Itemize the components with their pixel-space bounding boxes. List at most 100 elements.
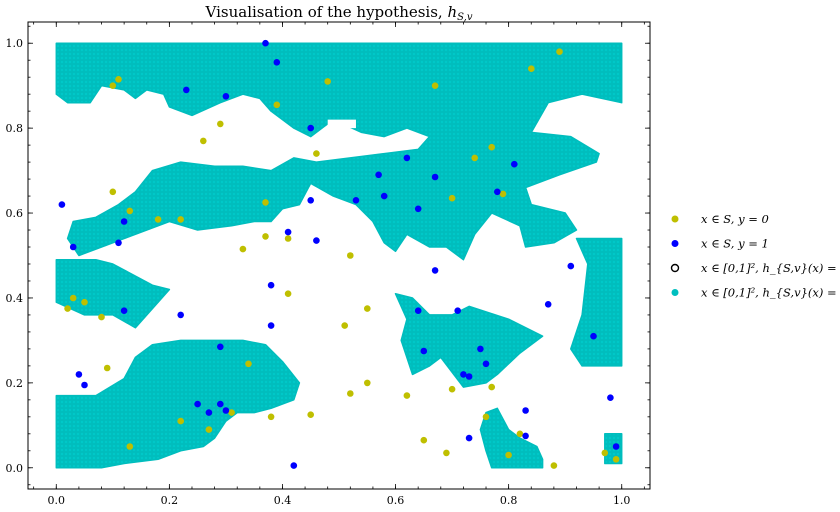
class1-point [607,394,614,402]
region-gap [327,119,356,129]
class0-point [126,207,134,215]
class0-point [488,383,496,391]
class0-point [347,252,354,259]
class0-point [109,188,117,196]
class1-point [511,160,518,168]
class1-point [431,173,439,181]
class1-point [267,322,275,329]
class1-point [75,371,83,378]
x-tick-label: 0.0 [48,494,66,507]
class0-point [505,451,512,459]
class0-point [177,417,184,425]
class0-point [403,392,411,399]
class1-point [120,307,128,315]
class0-point [420,436,428,444]
class0-point [471,154,479,162]
class1-point [482,360,490,368]
class0-point [443,449,450,457]
y-tick-label: 1.0 [6,37,24,50]
class1-point [494,188,501,196]
class0-point [64,305,71,312]
class1-point [290,462,298,469]
class0-point [499,190,507,198]
class1-point [307,197,315,204]
class1-point [194,400,201,408]
class0-point [69,294,77,302]
legend-label: x ∈ [0,1]², h_{S,v}(x) = 0 [701,261,840,275]
class1-point [177,311,184,319]
class0-point [516,430,524,438]
class1-point [217,400,224,408]
legend-label: x ∈ [0,1]², h_{S,v}(x) = 1 [701,286,840,300]
x-tick-label: 1.0 [613,494,631,507]
class1-point [522,407,529,414]
class0-point [267,413,275,421]
class1-point [414,205,422,213]
class0-point [284,290,292,298]
region-patch-1 [55,42,623,261]
class0-point [205,426,213,433]
class0-point [341,322,349,329]
class1-point [183,86,190,94]
class1-point [375,171,382,179]
legend-marker [670,263,680,273]
class1-point [307,124,315,132]
class1-point [460,371,467,378]
class0-point [228,409,235,416]
region-patch-4 [570,237,623,367]
class0-point [217,120,224,128]
legend-label: x ∈ S, y = 0 [701,212,769,226]
region-patch-3 [394,292,544,388]
class0-point [239,245,247,253]
class1-point [420,347,428,355]
class1-point [612,443,620,450]
class0-point [364,305,371,312]
class0-point [109,82,117,89]
class0-point [154,216,162,223]
class1-point [222,93,230,100]
class0-point [550,462,558,469]
class0-point [103,364,111,372]
data-points [58,39,620,469]
class1-point [205,409,213,416]
class1-point [267,281,275,289]
class0-point [448,385,456,393]
class1-point [544,301,552,308]
region-patch-2 [55,258,171,329]
class0-point [115,76,122,83]
class0-point [98,313,105,321]
class1-point [522,432,529,440]
class0-point [177,216,184,223]
x-tick-label: 0.4 [274,494,292,507]
class1-point [352,197,360,204]
class0-point [245,360,252,368]
class1-point [273,59,281,66]
x-tick-labels: 0.0 0.2 0.4 0.6 0.8 1.0 [48,494,631,507]
class0-point [284,235,292,242]
class1-point [590,332,597,340]
class1-point [414,307,422,315]
class1-point [567,262,575,270]
class1-point [431,267,439,274]
class1-point [284,228,292,236]
class0-point [347,390,354,397]
class1-point [465,373,473,380]
class1-point [380,192,388,200]
class1-point [115,239,122,247]
class1-point [313,237,320,244]
legend-label: x ∈ S, y = 1 [701,237,769,251]
class0-point [482,413,490,421]
class1-point [120,218,128,225]
y-tick-label: 0.0 [6,462,24,475]
axis-ticks [28,22,650,489]
class0-point [273,101,281,109]
class0-point [200,137,207,145]
class0-point [488,143,496,151]
class0-point [431,82,439,89]
class1-point [454,307,462,315]
class1-point [81,381,88,389]
y-tick-labels: 0.0 0.2 0.4 0.6 0.8 1.0 [6,37,24,475]
class1-point [403,154,411,162]
class1-point [465,434,473,442]
